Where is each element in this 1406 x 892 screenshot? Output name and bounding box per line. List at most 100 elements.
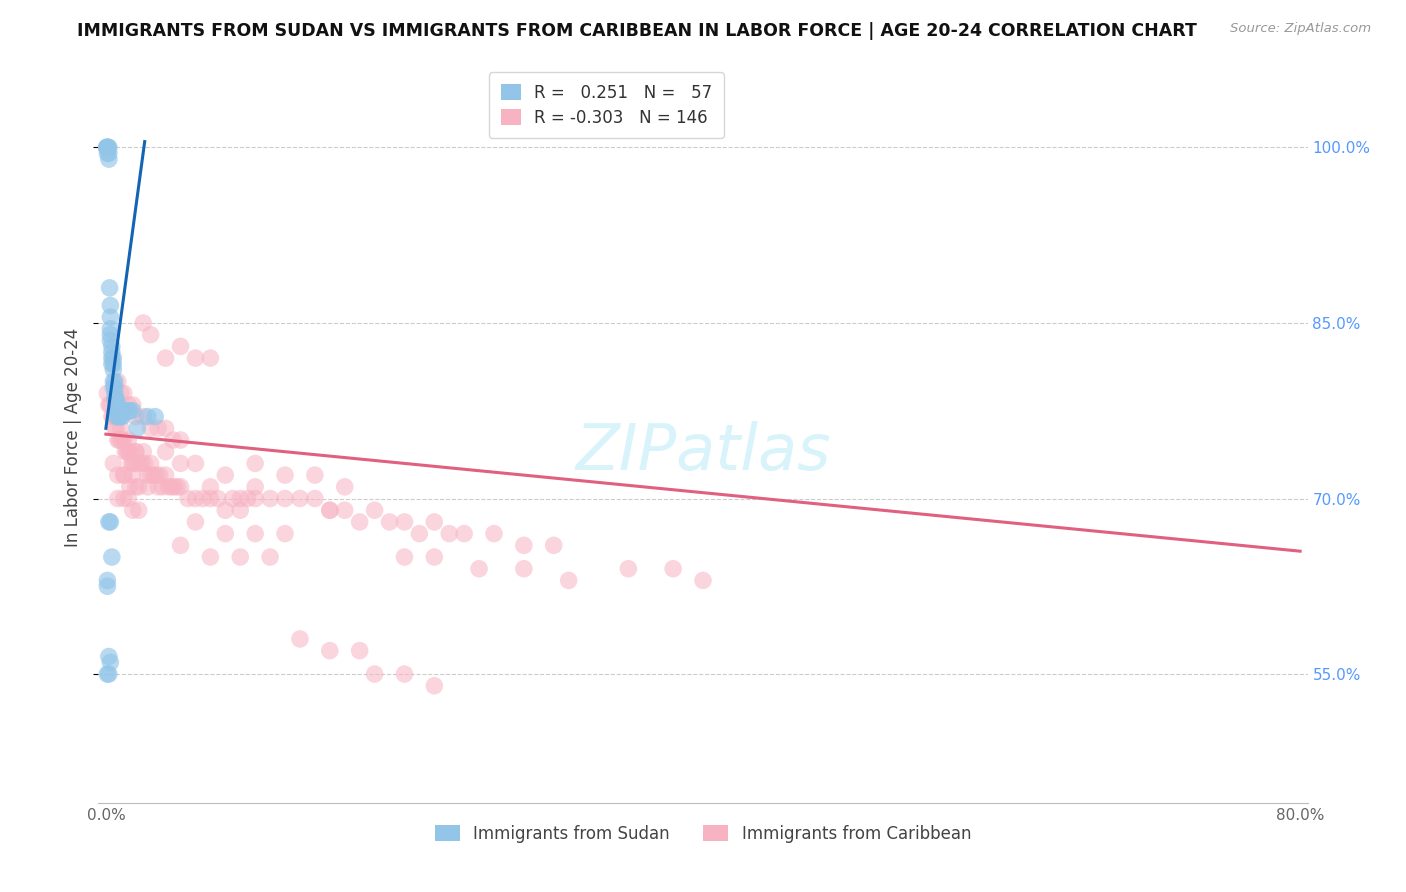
Point xyxy=(122,457,145,471)
Point xyxy=(97,152,120,166)
Point xyxy=(111,409,134,424)
Point xyxy=(107,398,129,412)
Point xyxy=(166,480,188,494)
Point xyxy=(110,409,132,424)
Point xyxy=(101,549,124,564)
Point xyxy=(125,444,148,458)
Point xyxy=(288,491,311,506)
Point xyxy=(107,468,129,483)
Point xyxy=(152,480,174,494)
Point xyxy=(191,491,214,506)
Point xyxy=(105,398,128,412)
Point xyxy=(97,667,120,681)
Point xyxy=(319,503,342,517)
Point xyxy=(136,409,159,424)
Point xyxy=(110,433,132,447)
Point xyxy=(169,433,191,447)
Point xyxy=(155,351,177,365)
Point xyxy=(108,409,131,424)
Point xyxy=(96,140,118,154)
Point xyxy=(662,562,685,576)
Point xyxy=(104,386,127,401)
Point xyxy=(177,491,200,506)
Point xyxy=(349,515,371,529)
Point xyxy=(453,526,475,541)
Point xyxy=(543,538,565,552)
Point xyxy=(110,386,132,401)
Point xyxy=(97,146,120,161)
Point xyxy=(128,480,150,494)
Point xyxy=(214,468,236,483)
Point xyxy=(97,140,120,154)
Point xyxy=(184,457,207,471)
Point xyxy=(557,574,579,588)
Point xyxy=(101,339,124,353)
Point xyxy=(105,409,128,424)
Point xyxy=(110,403,132,417)
Point xyxy=(363,503,385,517)
Point xyxy=(155,444,177,458)
Point xyxy=(117,398,139,412)
Point xyxy=(120,457,142,471)
Point xyxy=(132,444,155,458)
Point xyxy=(363,667,385,681)
Point xyxy=(105,421,128,435)
Point xyxy=(169,538,191,552)
Point xyxy=(131,457,153,471)
Point xyxy=(121,457,143,471)
Point xyxy=(96,140,118,154)
Point xyxy=(101,351,124,365)
Point xyxy=(259,491,281,506)
Point xyxy=(349,643,371,657)
Point xyxy=(200,480,222,494)
Point xyxy=(121,403,143,417)
Point xyxy=(482,526,505,541)
Point xyxy=(394,667,416,681)
Point xyxy=(118,444,141,458)
Point xyxy=(128,457,150,471)
Point xyxy=(319,643,342,657)
Point xyxy=(243,491,266,506)
Point xyxy=(97,140,120,154)
Point xyxy=(97,515,120,529)
Point xyxy=(408,526,430,541)
Point xyxy=(259,549,281,564)
Point xyxy=(96,140,118,154)
Point xyxy=(184,515,207,529)
Point xyxy=(98,656,121,670)
Point xyxy=(423,679,446,693)
Point xyxy=(236,491,259,506)
Point xyxy=(274,526,297,541)
Point xyxy=(169,457,191,471)
Point xyxy=(111,433,134,447)
Legend: Immigrants from Sudan, Immigrants from Caribbean: Immigrants from Sudan, Immigrants from C… xyxy=(429,818,977,849)
Point xyxy=(98,327,121,342)
Point xyxy=(274,491,297,506)
Point xyxy=(333,480,356,494)
Point xyxy=(105,403,128,417)
Point xyxy=(107,409,129,424)
Point xyxy=(243,526,266,541)
Point xyxy=(98,281,121,295)
Point xyxy=(112,468,135,483)
Point xyxy=(108,403,131,417)
Point xyxy=(97,649,120,664)
Point xyxy=(117,491,139,506)
Point xyxy=(112,386,135,401)
Point xyxy=(125,409,148,424)
Point xyxy=(98,515,121,529)
Point xyxy=(139,468,162,483)
Point xyxy=(139,457,162,471)
Point xyxy=(101,409,124,424)
Y-axis label: In Labor Force | Age 20-24: In Labor Force | Age 20-24 xyxy=(65,327,83,547)
Point xyxy=(127,421,149,435)
Point xyxy=(423,549,446,564)
Point xyxy=(103,351,125,365)
Point xyxy=(184,351,207,365)
Point xyxy=(110,421,132,435)
Point xyxy=(101,357,124,371)
Point xyxy=(96,146,118,161)
Point xyxy=(319,503,342,517)
Point xyxy=(121,398,143,412)
Point xyxy=(98,298,121,312)
